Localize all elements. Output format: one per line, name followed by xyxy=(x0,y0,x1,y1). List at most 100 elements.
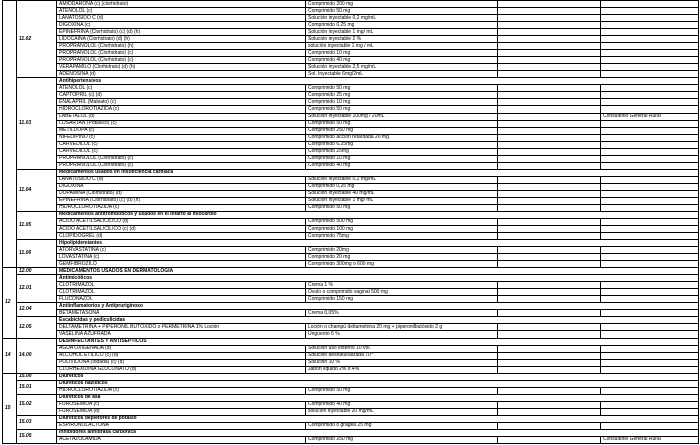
program-note-cell xyxy=(600,323,699,332)
program-note-cell xyxy=(600,232,699,241)
drug-name-cell: ALCOHOL ETILICO (c) (d) xyxy=(56,351,306,360)
drug-name-cell: CLORHEXIDINA GLUCONATO (d) xyxy=(56,365,306,374)
section-code-cell: 12.01 xyxy=(16,274,57,304)
program-note-cell xyxy=(600,386,699,395)
program-note-cell xyxy=(600,147,699,156)
drug-name-cell: POLIVIDONA (Iodada) (c) (d) xyxy=(56,358,306,367)
empty-cell xyxy=(497,196,601,205)
drug-name-cell: FLUCONAZOL xyxy=(56,295,306,304)
section-header-cell: Hipolipidemiantes xyxy=(56,239,699,248)
table-row: 12.04 Antiinflamatorios y Antipruriginoso xyxy=(3,302,699,318)
empty-cell xyxy=(497,386,601,395)
program-note-cell xyxy=(600,217,699,227)
empty-cell xyxy=(497,84,601,93)
table-row: LOVASTATINA (c) Comprimido 20 mg xyxy=(3,253,699,262)
table-row: PROPRANOLOL (Clorhidrato) (c) Comprimido … xyxy=(3,56,699,65)
dose-cell: Solución inyectable 1 mg/ mL xyxy=(305,196,498,205)
empty-cell xyxy=(497,246,601,255)
program-note-cell: Consultorio General Rural xyxy=(600,435,699,445)
empty-cell xyxy=(497,365,601,374)
section-code-cell: 15.00 xyxy=(16,372,57,381)
program-note-cell xyxy=(600,35,699,44)
program-note-cell xyxy=(600,42,699,51)
program-note-cell xyxy=(600,260,699,269)
empty-cell xyxy=(497,435,601,445)
table-row: CLORHEXIDINA GLUCONATO (d) Jabón líquido … xyxy=(3,365,699,374)
empty-cell xyxy=(497,28,601,37)
dose-cell: Comprimido 20 mg xyxy=(305,253,498,262)
section-code-cell: 11.05 xyxy=(16,210,57,241)
program-note-cell xyxy=(600,365,699,374)
table-row: LOSARTAN (Potásico) (c) Comprimido 50 mg xyxy=(3,119,699,128)
program-note-cell xyxy=(600,49,699,58)
section-code-cell: 11.06 xyxy=(16,239,57,269)
dose-cell: Comprimido 100 mg xyxy=(305,224,498,234)
dose-cell: Comprimido 150 mg xyxy=(305,295,498,304)
empty-cell xyxy=(497,358,601,367)
drug-name-cell: LOSARTAN (Potásico) (c) xyxy=(56,119,306,128)
table-row: HIDROCLOROTIAZIDA (c) Comprimido 50 mg xyxy=(3,386,699,395)
table-row: CARVEDILOL (c) Comprimido 6,25mg xyxy=(3,140,699,149)
dose-cell: Comprimido 500 mg xyxy=(305,217,498,227)
empty-cell xyxy=(497,70,601,79)
table-row: PROPRANOLOL (Clorhidrato) (h) solución in… xyxy=(3,42,699,51)
table-row: CLOTRIMAZOL Óvulo o comprimido vaginal 50… xyxy=(3,288,699,297)
drug-name-cell: HIDROCLOROTIAZIDA (c) xyxy=(56,105,306,114)
program-note-cell xyxy=(600,224,699,234)
program-note-cell xyxy=(600,400,699,409)
program-note-cell xyxy=(600,344,699,353)
table-row: CAPTOPRIL (c) (d) Comprimido 25 mg xyxy=(3,91,699,100)
empty-cell xyxy=(497,260,601,269)
dose-cell: Solución inyectable 2,5 mg/mL xyxy=(305,63,498,72)
dose-cell: Solución inyectable 0,2 mg/mL xyxy=(305,175,498,184)
drug-name-cell: AMIODARONA (c) (clorhidrato) xyxy=(56,0,306,9)
table-row: LIDOCAINA (Clorhidrato) (d) (h) Solución … xyxy=(3,35,699,44)
dose-cell: Comprimido 10 mg xyxy=(305,49,498,58)
empty-cell xyxy=(497,126,601,135)
section-code-cell: 15.03 xyxy=(16,414,57,430)
program-note-cell xyxy=(600,84,699,93)
empty-cell xyxy=(497,119,601,128)
program-note-cell xyxy=(600,161,699,170)
dose-cell: Jabón líquido 2% o 4% xyxy=(305,365,498,374)
drug-name-cell: VERAPAMILO (Clorhidrato) (d) (h) xyxy=(56,63,306,72)
program-note-cell xyxy=(600,98,699,107)
empty-cell xyxy=(497,288,601,297)
empty-cell xyxy=(497,309,601,318)
table-row: LABETALOL (d) Solución inyectable 100mg /… xyxy=(3,112,699,121)
table-row: 11.05 Medicamentos antitrombóticos y usad… xyxy=(3,210,699,241)
drug-name-cell: DIGOXINA xyxy=(56,182,306,191)
dose-cell: Solución 10 % xyxy=(305,358,498,367)
drug-name-cell: EPINEFRINA (Clorhidrato) (c) (d) (h) xyxy=(56,196,306,205)
dose-cell: Solución inyectable 100mg / 20mL xyxy=(305,112,498,121)
dose-cell: Solución inyectable 0,2 mg/mL xyxy=(305,14,498,23)
section-header-cell: Antiinflamatorios y Antipruriginoso xyxy=(56,302,699,311)
section-code-cell: 14.00 xyxy=(16,337,57,374)
program-note-cell xyxy=(600,253,699,262)
table-row: GEMFIBROZILO Comprimido 300mg o 600 mg xyxy=(3,260,699,269)
table-row: NIFEDIPINO (c) Comprimido acción retardad… xyxy=(3,133,699,142)
dose-cell: Comprimido 300mg o 600 mg xyxy=(305,260,498,269)
program-note-cell xyxy=(600,281,699,290)
table-row: AGUA OXIGENADA (d) Solución uso externo 1… xyxy=(3,344,699,353)
drug-name-cell: PROPRANOLOL (Clorhidrato) (c) xyxy=(56,161,306,170)
section-header-cell: Medicamentos usados en insuficiencia car… xyxy=(56,168,699,177)
empty-cell xyxy=(497,161,601,170)
drug-name-cell: ESPIRONOLACTONA xyxy=(56,421,306,430)
empty-cell xyxy=(497,203,601,212)
dose-cell: solución inyectable 20 mg/mL xyxy=(305,407,498,416)
dose-cell: Comprimido 25 mg xyxy=(305,91,498,100)
table-row: BETAMETASONA Crema 0,05% xyxy=(3,309,699,318)
table-row: 12.01 Antimicóticos xyxy=(3,274,699,304)
table-row: METILDOPA (c) Comprimido 250 mg xyxy=(3,126,699,135)
program-note-cell xyxy=(600,28,699,37)
dose-cell: Comprimido 0,25 mg xyxy=(305,182,498,191)
table-row: ALCOHOL ETILICO (c) (d) Solución desnatur… xyxy=(3,351,699,360)
program-note-cell xyxy=(600,126,699,135)
empty-cell xyxy=(497,189,601,198)
section-code-cell: 15.01 xyxy=(16,379,57,395)
section-header-cell: Diuréticos de asa xyxy=(56,393,699,402)
table-row: 15.05 Inhibidores anhídrasa carbónica xyxy=(3,428,699,445)
